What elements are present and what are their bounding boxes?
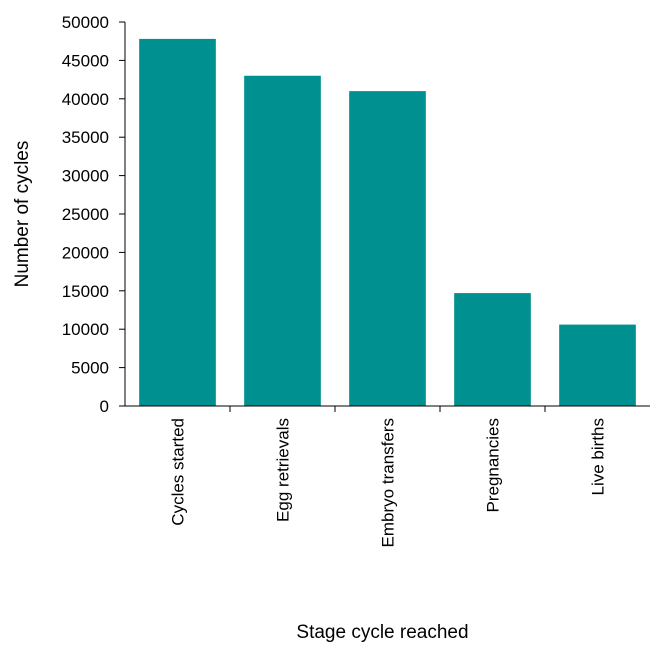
- x-axis-ticks: Cycles started Egg retrievals Embryo trans…: [169, 406, 608, 547]
- y-tick-label: 10000: [62, 320, 109, 339]
- y-tick-label: 20000: [62, 243, 109, 262]
- y-tick-label: 5000: [71, 359, 109, 378]
- x-tick-label: Egg retrievals: [274, 418, 293, 522]
- y-axis-ticks: 0 5000 10000 15000 20000 25000 30000 35000 40000…: [62, 13, 125, 416]
- y-tick-label: 40000: [62, 90, 109, 109]
- x-axis-title: Stage cycle reached: [296, 622, 468, 643]
- bar-embryo-transfers: [349, 91, 426, 407]
- y-tick-label: 50000: [62, 13, 109, 32]
- x-tick-label: Pregnancies: [484, 418, 503, 513]
- y-tick-label: 25000: [62, 205, 109, 224]
- x-tick-label: Cycles started: [169, 418, 188, 526]
- bar-pregnancies: [454, 293, 531, 406]
- y-tick-label: 35000: [62, 128, 109, 147]
- bar-cycles-started: [139, 38, 216, 407]
- y-tick-label: 45000: [62, 51, 109, 70]
- bar-egg-retrievals: [244, 75, 321, 406]
- y-tick-label: 30000: [62, 167, 109, 186]
- x-tick-label: Embryo transfers: [379, 418, 398, 547]
- bars-group: [139, 38, 636, 407]
- y-axis-title: Number of cycles: [12, 141, 33, 288]
- y-tick-label: 0: [100, 397, 109, 416]
- y-tick-label: 15000: [62, 282, 109, 301]
- x-tick-label: Live births: [589, 418, 608, 495]
- bar-live-births: [559, 324, 636, 406]
